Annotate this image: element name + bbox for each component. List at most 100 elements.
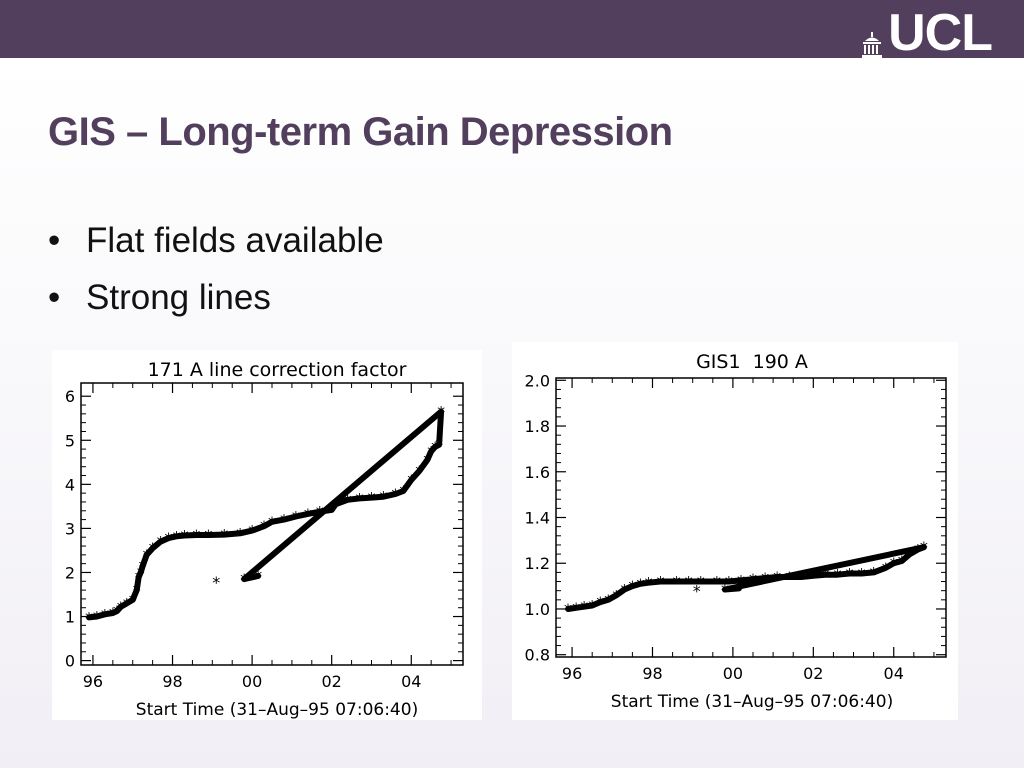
data-point: * [292,508,300,527]
logo-text: UCL [888,4,993,62]
data-point: * [391,485,399,504]
x-tick-label: 96 [562,664,582,683]
data-point: * [431,438,439,457]
data-point: * [248,522,256,541]
data-point: * [344,491,352,510]
chart-title: 171 A line correction factor [148,359,407,381]
x-tick-label: 96 [83,672,103,691]
data-point: * [870,563,878,582]
bullet-text: Flat fields available [86,221,384,260]
bullet-text: Strong lines [86,278,271,317]
data-point: * [435,436,443,455]
y-tick-label: 2.0 [525,371,550,390]
data-point: * [604,591,612,610]
data-point: * [914,541,922,560]
data-point: * [149,539,157,558]
data-point: * [93,608,101,627]
data-point: * [797,568,805,587]
chart-171a-svg: 171 A line correction factor 96 98 00 02 040… [65,359,464,720]
x-axis-label: Start Time (31–Aug–95 07:06:40) [136,700,418,720]
chart-gis1-190a: GIS1 190 A 96 98 00 02 04 0.8 1.0 1.2 1.4 1.6 1.8 2… [512,342,958,720]
data-point: * [821,566,829,585]
data-point: * [735,579,743,598]
bullet-dot: • [48,278,61,317]
data-point: * [332,495,340,514]
ucl-logo: UCL [862,4,993,62]
bullet-item: • Flat fields available [48,212,384,269]
data-point: * [157,533,165,552]
data-point: * [129,591,137,610]
series-trace [86,408,445,621]
bullet-item: • Strong lines [48,269,384,326]
data-point: * [204,526,212,545]
data-point: * [254,567,262,586]
y-tick-label: 2 [65,563,75,582]
data-point: * [580,598,588,617]
data-point: * [833,566,841,585]
data-point: * [399,482,407,501]
data-point: * [721,581,729,600]
bullet-dot: • [48,221,61,260]
data-point: * [657,573,665,592]
data-point: * [280,511,288,530]
data-point: * [139,557,147,576]
data-point: * [240,570,248,589]
header-bar: UCL [0,0,1024,62]
data-point: * [316,503,324,522]
data-point: * [101,605,109,624]
y-tick-label: 5 [65,431,75,450]
data-point: * [137,563,145,582]
data-point: * [123,594,131,613]
data-point: * [268,513,276,532]
data-point: * [697,573,705,592]
chart-171a-correction-factor: 171 A line correction factor 96 98 00 02 04 0… [52,350,482,720]
data-point: * [423,451,431,470]
data-point: * [685,573,693,592]
data-point: * [407,471,415,490]
data-point: * [785,568,793,587]
x-tick-label: 00 [723,664,743,683]
data-point: * [882,559,890,578]
data-point: * [192,526,200,545]
data-point: * [898,552,906,571]
y-tick-label: 4 [65,475,75,494]
data-point: * [846,565,854,584]
data-point: * [135,568,143,587]
data-point: * [725,573,733,592]
data-point: * [173,527,181,546]
chart-marks: 96 98 00 02 040.81.01.21.41.61.82.0* * * * * * * * *… [525,371,947,683]
data-point: * [612,586,620,605]
data-point: * [328,501,336,520]
data-point: * [620,581,628,600]
data-point: * [749,570,757,589]
data-point: * [133,581,141,600]
plot-frame [555,377,947,658]
data-point: * [220,526,228,545]
x-tick-label: 98 [162,672,182,691]
data-point: * [356,489,364,508]
data-point: * [379,488,387,507]
data-point: * [415,462,423,481]
x-tick-label: 04 [401,672,421,691]
chart-title: GIS1 190 A [696,351,808,373]
portico-icon [862,32,883,58]
y-tick-label: 0 [65,652,75,671]
data-point: * [143,546,151,565]
data-point: * [906,545,914,564]
data-point: * [858,565,866,584]
data-point: * [180,526,188,545]
data-point: * [367,489,375,508]
data-point: * [236,524,244,543]
data-point: * [304,505,312,524]
data-point: * [636,575,644,594]
y-tick-label: 0.8 [525,646,550,665]
x-tick-label: 04 [884,664,904,683]
data-point: * [588,597,596,616]
data-point: * [673,573,681,592]
data-point: * [85,608,93,627]
y-tick-label: 1 [65,608,75,627]
y-tick-label: 3 [65,519,75,538]
y-tick-label: 1.8 [525,417,550,436]
data-point: * [437,403,445,422]
